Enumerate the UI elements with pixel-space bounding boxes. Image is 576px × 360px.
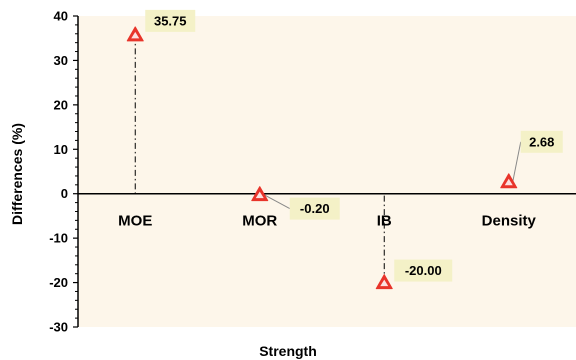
marker-highlight <box>380 279 389 287</box>
x-axis-title: Strength <box>259 343 317 359</box>
label-leader-line <box>263 194 290 210</box>
data-label: 2.68 <box>529 134 554 149</box>
data-label-box <box>394 259 453 282</box>
data-label-box <box>289 197 340 220</box>
category-label-density: Density <box>482 213 537 230</box>
y-tick-label: 30 <box>54 53 68 68</box>
category-label-ib: IB <box>377 213 392 230</box>
data-label: -0.20 <box>300 201 330 216</box>
marker-highlight <box>131 31 140 39</box>
y-tick-label: -20 <box>49 275 68 290</box>
y-axis-ticks: 40 30 20 10 0 -10 -20 -30 <box>49 9 78 335</box>
marker-highlight <box>504 178 513 186</box>
marker-highlight <box>255 191 264 199</box>
y-tick-label: 10 <box>54 142 68 157</box>
data-labels: 35.75 -0.20 -20.00 2.68 <box>145 9 563 282</box>
y-tick-label: -10 <box>49 231 68 246</box>
y-tick-label: 40 <box>54 9 68 24</box>
data-markers <box>126 26 518 290</box>
data-label-box <box>520 130 563 153</box>
data-label: -20.00 <box>405 263 442 278</box>
y-axis-title: Differences (%) <box>9 123 25 225</box>
axes <box>77 16 576 327</box>
data-label: 35.75 <box>154 13 187 28</box>
data-label-box <box>145 9 196 32</box>
x-axis-category-labels: MOE MOR IB Density <box>118 213 536 230</box>
y-tick-label: 20 <box>54 97 68 112</box>
category-label-mor: MOR <box>242 213 277 230</box>
y-tick-label: 0 <box>61 186 68 201</box>
drop-lines <box>134 34 385 283</box>
category-label-moe: MOE <box>118 213 152 230</box>
plot-area <box>78 16 576 327</box>
y-tick-label: -30 <box>49 320 68 335</box>
label-leader-line <box>512 141 522 182</box>
